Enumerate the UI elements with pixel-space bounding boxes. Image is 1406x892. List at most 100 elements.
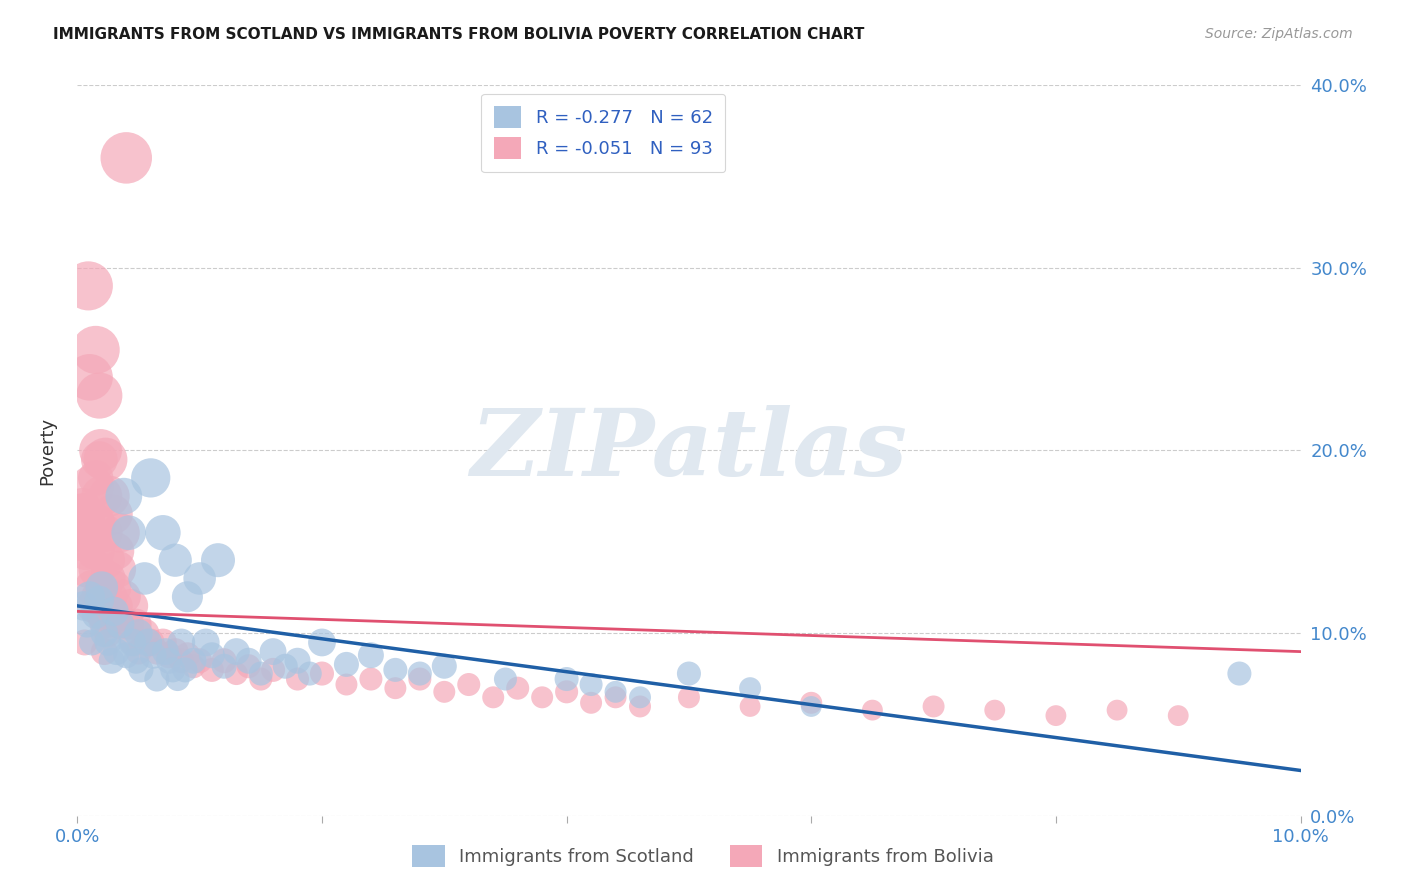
- Point: [97, 635, 120, 649]
- Point: [94, 452, 117, 467]
- Point: [129, 663, 152, 677]
- Text: Source: ZipAtlas.com: Source: ZipAtlas.com: [1205, 27, 1353, 41]
- Point: [166, 672, 188, 686]
- Point: [93, 644, 115, 658]
- Point: [79, 370, 101, 384]
- Y-axis label: Poverty: Poverty: [38, 417, 56, 484]
- Point: [274, 659, 297, 673]
- Point: [335, 657, 357, 672]
- Point: [225, 666, 247, 681]
- Point: [91, 525, 114, 540]
- Point: [555, 672, 578, 686]
- Point: [176, 648, 198, 663]
- Point: [311, 666, 333, 681]
- Point: [165, 553, 187, 567]
- Point: [84, 544, 107, 558]
- Point: [678, 666, 700, 681]
- Point: [170, 635, 193, 649]
- Point: [155, 644, 177, 658]
- Point: [120, 599, 142, 613]
- Point: [93, 617, 115, 632]
- Point: [984, 703, 1007, 717]
- Point: [76, 617, 98, 632]
- Point: [82, 599, 104, 613]
- Point: [96, 553, 118, 567]
- Point: [287, 654, 309, 668]
- Point: [103, 581, 125, 595]
- Point: [103, 604, 125, 618]
- Point: [800, 699, 823, 714]
- Point: [105, 599, 128, 613]
- Point: [104, 544, 127, 558]
- Point: [90, 581, 112, 595]
- Point: [298, 666, 321, 681]
- Point: [101, 508, 124, 522]
- Point: [495, 672, 517, 686]
- Point: [800, 696, 823, 710]
- Point: [142, 648, 165, 663]
- Point: [118, 617, 141, 632]
- Point: [678, 690, 700, 705]
- Point: [105, 644, 128, 658]
- Point: [225, 644, 247, 658]
- Point: [360, 648, 382, 663]
- Point: [77, 279, 100, 293]
- Point: [1107, 703, 1129, 717]
- Point: [107, 562, 129, 576]
- Point: [86, 562, 108, 576]
- Point: [212, 654, 235, 668]
- Point: [97, 571, 120, 585]
- Point: [89, 452, 111, 467]
- Point: [70, 525, 93, 540]
- Point: [146, 644, 169, 658]
- Point: [201, 648, 224, 663]
- Point: [89, 389, 111, 403]
- Point: [134, 626, 156, 640]
- Point: [506, 681, 529, 696]
- Point: [93, 626, 115, 640]
- Point: [76, 525, 98, 540]
- Point: [84, 343, 107, 357]
- Point: [152, 635, 174, 649]
- Point: [409, 666, 432, 681]
- Point: [740, 681, 762, 696]
- Point: [84, 608, 107, 623]
- Point: [87, 590, 110, 604]
- Point: [139, 471, 162, 485]
- Point: [103, 612, 125, 626]
- Point: [1229, 666, 1251, 681]
- Point: [121, 635, 143, 649]
- Point: [176, 590, 198, 604]
- Point: [311, 635, 333, 649]
- Point: [262, 644, 284, 658]
- Point: [98, 489, 121, 503]
- Point: [238, 659, 260, 673]
- Point: [100, 654, 122, 668]
- Point: [100, 608, 122, 623]
- Legend: R = -0.277   N = 62, R = -0.051   N = 93: R = -0.277 N = 62, R = -0.051 N = 93: [481, 94, 725, 172]
- Point: [84, 471, 107, 485]
- Point: [157, 654, 180, 668]
- Point: [457, 677, 479, 691]
- Point: [73, 516, 96, 531]
- Point: [79, 590, 101, 604]
- Point: [335, 677, 357, 691]
- Point: [605, 685, 627, 699]
- Point: [628, 690, 651, 705]
- Point: [80, 635, 103, 649]
- Point: [108, 617, 131, 632]
- Legend: Immigrants from Scotland, Immigrants from Bolivia: Immigrants from Scotland, Immigrants fro…: [405, 838, 1001, 874]
- Point: [360, 672, 382, 686]
- Point: [531, 690, 554, 705]
- Point: [170, 654, 193, 668]
- Point: [433, 659, 456, 673]
- Point: [80, 480, 103, 494]
- Point: [69, 508, 91, 522]
- Point: [127, 644, 149, 658]
- Point: [605, 690, 627, 705]
- Point: [152, 525, 174, 540]
- Point: [122, 635, 145, 649]
- Text: ZIPatlas: ZIPatlas: [471, 406, 907, 495]
- Point: [194, 635, 217, 649]
- Point: [97, 626, 120, 640]
